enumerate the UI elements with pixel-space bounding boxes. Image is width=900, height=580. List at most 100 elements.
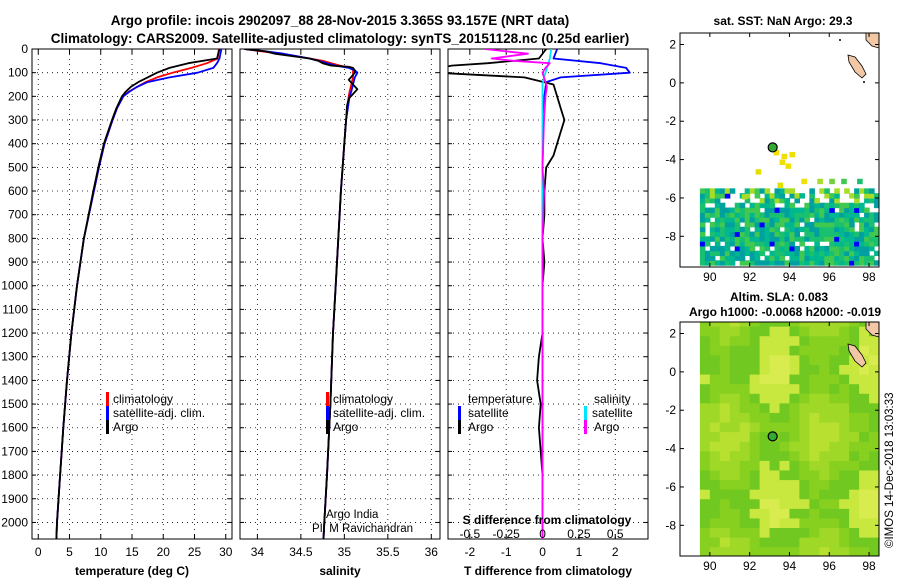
sla-cell bbox=[729, 527, 741, 538]
sst-cell bbox=[829, 202, 835, 209]
depth-tick-label: 100 bbox=[8, 66, 28, 80]
sst-cell bbox=[859, 245, 865, 252]
sst-cell bbox=[754, 202, 761, 209]
sst-cell bbox=[809, 193, 815, 199]
sst-cell bbox=[759, 260, 766, 266]
sst-cell bbox=[709, 231, 716, 237]
sst-cell bbox=[829, 231, 835, 237]
sla-cell bbox=[839, 517, 850, 529]
sst-cell bbox=[734, 212, 741, 218]
sst-cell bbox=[764, 241, 771, 247]
sst-cell bbox=[724, 236, 731, 242]
sla-cell bbox=[739, 498, 751, 509]
sla-cell bbox=[839, 488, 850, 500]
legend-label-sal-argo: Argo bbox=[594, 420, 620, 434]
map-x-tick-label: 90 bbox=[703, 559, 717, 573]
sla-cell bbox=[869, 412, 879, 423]
sla-cell bbox=[849, 412, 860, 423]
sla-cell bbox=[849, 335, 860, 346]
sst-cell bbox=[819, 188, 825, 194]
sst-cell bbox=[764, 212, 771, 218]
sla-cell bbox=[869, 469, 879, 481]
sst-cell bbox=[769, 193, 776, 199]
difference-top-tick-labels: -0.5 -0.25 0 0.25 0.5 bbox=[459, 527, 623, 541]
sst-cell bbox=[779, 241, 786, 247]
sst-cell bbox=[824, 231, 830, 237]
sst-cell bbox=[719, 250, 726, 257]
sst-cell bbox=[714, 221, 721, 228]
sst-cell bbox=[759, 188, 766, 194]
sst-cell bbox=[799, 250, 805, 257]
sst-cell bbox=[829, 193, 835, 199]
sst-cell bbox=[774, 221, 781, 228]
sst-cell bbox=[789, 236, 796, 242]
sst-cell bbox=[824, 255, 830, 261]
sla-cell bbox=[839, 536, 850, 548]
sst-cell bbox=[774, 241, 781, 247]
sst-cell bbox=[839, 202, 845, 209]
sla-cell bbox=[849, 450, 860, 461]
sla-cell bbox=[809, 373, 821, 385]
sst-cell bbox=[754, 226, 761, 233]
sst-cell bbox=[779, 255, 786, 261]
sst-cell bbox=[804, 250, 810, 257]
sst-cell bbox=[749, 236, 756, 242]
sla-map-frame bbox=[679, 321, 880, 557]
sla-cell bbox=[719, 488, 731, 500]
sla-cell bbox=[769, 508, 781, 519]
sst-cell bbox=[854, 212, 860, 218]
sla-cell bbox=[839, 383, 850, 394]
sst-cell bbox=[719, 231, 726, 237]
sla-cell bbox=[839, 498, 850, 509]
difference-axes-frame bbox=[447, 48, 649, 540]
sst-cell bbox=[774, 245, 781, 252]
sla-cell bbox=[759, 517, 771, 529]
sst-cell bbox=[869, 221, 875, 228]
sst-cell bbox=[729, 255, 736, 261]
sla-cell bbox=[719, 373, 731, 385]
sst-cell bbox=[819, 260, 825, 266]
sst-cell bbox=[709, 250, 716, 257]
sst-cell bbox=[794, 207, 800, 213]
legend-swatch-argo bbox=[326, 420, 329, 434]
temperature-legend: climatology satellite-adj. clim. Argo bbox=[106, 392, 205, 434]
sst-cell bbox=[829, 212, 835, 218]
sla-cell bbox=[789, 479, 801, 490]
sst-cell bbox=[774, 212, 781, 218]
salinity-axes-frame bbox=[239, 48, 441, 540]
sst-cell bbox=[749, 231, 756, 237]
sla-cell bbox=[809, 421, 821, 433]
sla-cell bbox=[719, 402, 731, 413]
sst-cell bbox=[804, 221, 810, 228]
sst-cell bbox=[744, 260, 751, 266]
sla-cell bbox=[719, 325, 731, 337]
sla-cell bbox=[829, 546, 840, 556]
sst-cell bbox=[759, 217, 766, 223]
sla-cell bbox=[799, 508, 811, 519]
sla-cell bbox=[809, 469, 821, 481]
sla-cell bbox=[779, 488, 791, 500]
sla-cell bbox=[729, 354, 741, 365]
sst-cell bbox=[764, 231, 771, 237]
legend-label-argo: Argo bbox=[333, 420, 359, 434]
sla-cell bbox=[719, 322, 731, 327]
title-line-2: Climatology: CARS2009. Satellite-adjuste… bbox=[51, 31, 629, 46]
sst-cell bbox=[859, 226, 865, 233]
sst-cell bbox=[734, 241, 741, 247]
sst-cell bbox=[749, 250, 756, 257]
sst-cell bbox=[829, 207, 835, 213]
sst-cell bbox=[779, 245, 786, 252]
depth-tick-label: 0 bbox=[21, 42, 28, 56]
sla-cell bbox=[839, 322, 850, 327]
sla-cell bbox=[699, 488, 711, 500]
sla-cell bbox=[759, 383, 771, 394]
sla-cell bbox=[749, 322, 761, 327]
sla-cell bbox=[859, 508, 870, 519]
sla-cell bbox=[789, 354, 801, 365]
land-shape-island bbox=[847, 54, 867, 79]
sst-cell bbox=[724, 260, 731, 266]
sst-cell bbox=[874, 193, 879, 199]
sla-cell bbox=[709, 469, 721, 481]
sst-cell bbox=[809, 202, 815, 209]
sst-cell bbox=[854, 207, 860, 213]
